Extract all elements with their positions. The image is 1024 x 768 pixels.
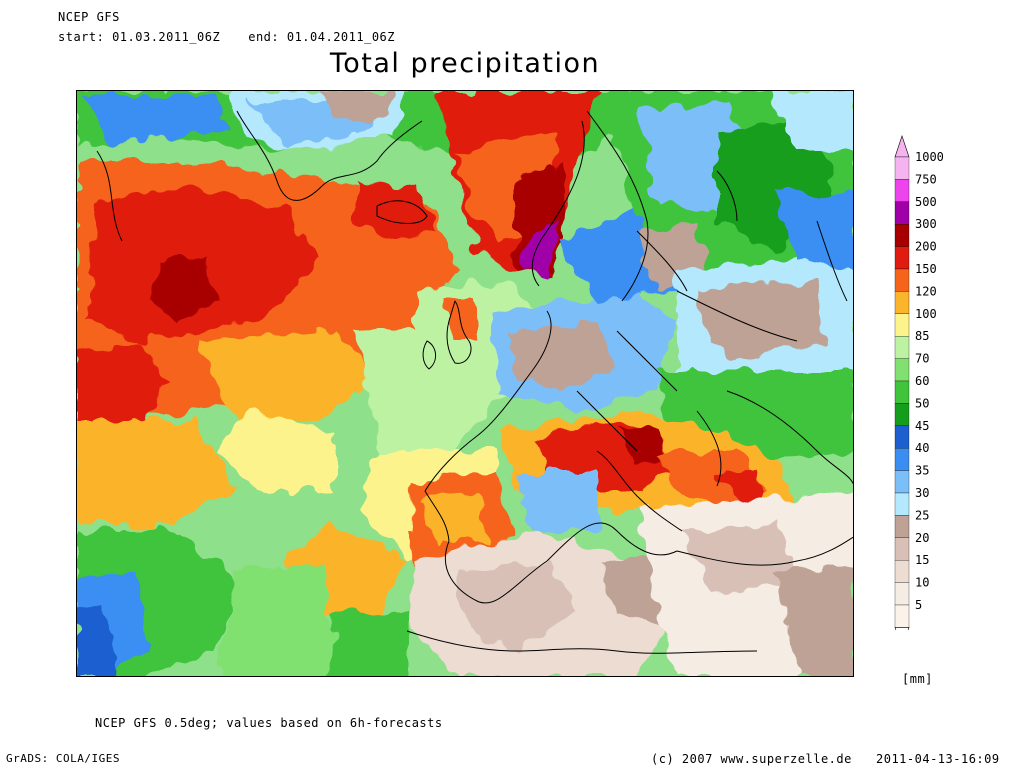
- software-credit: GrADS: COLA/IGES: [6, 752, 120, 765]
- color-legend: 1000 750 500 300 200 150 120 100 85 70 60 50 45 40 35 3…: [894, 135, 944, 630]
- legend-bottom-arrow: [894, 627, 910, 630]
- legend-swatch: [894, 470, 910, 494]
- legend-swatch: [894, 582, 910, 606]
- legend-swatch: [894, 268, 910, 292]
- legend-label: 20: [915, 531, 929, 545]
- legend-swatch: [894, 179, 910, 202]
- legend-swatch: [894, 246, 910, 270]
- precipitation-field: [77, 91, 853, 676]
- legend-label: 300: [915, 217, 937, 231]
- legend-label: 120: [915, 284, 937, 298]
- legend-label: 45: [915, 419, 929, 433]
- legend-swatch: [894, 224, 910, 247]
- legend-label: 500: [915, 195, 937, 209]
- legend-label: 25: [915, 508, 929, 522]
- legend-swatch: [894, 403, 910, 426]
- legend-swatch: [894, 425, 910, 449]
- legend-label: 100: [915, 307, 937, 321]
- legend-swatch: [894, 537, 910, 561]
- legend-swatch: [894, 291, 910, 314]
- legend-swatch: [894, 515, 910, 538]
- generation-timestamp: 2011-04-13-16:09: [876, 752, 1000, 766]
- precip-regions: [77, 91, 853, 676]
- time-range: start: 01.03.2011_06Z end: 01.04.2011_06Z: [58, 30, 395, 44]
- start-time: start: 01.03.2011_06Z: [58, 30, 221, 44]
- legend-label: 60: [915, 374, 929, 388]
- end-time: end: 01.04.2011_06Z: [248, 30, 395, 44]
- legend-swatch: [894, 201, 910, 225]
- legend-label: 1000: [915, 150, 944, 164]
- legend-label: 30: [915, 486, 929, 500]
- source-note: NCEP GFS 0.5deg; values based on 6h-fore…: [95, 716, 443, 730]
- legend-label: 150: [915, 262, 937, 276]
- precipitation-map: [76, 90, 854, 677]
- legend-label: 5: [915, 598, 922, 612]
- legend-label: 40: [915, 441, 929, 455]
- coastlines: [96, 110, 853, 654]
- legend-top-arrow: [894, 135, 910, 158]
- legend-label: 50: [915, 396, 929, 410]
- model-name: NCEP GFS: [58, 10, 120, 24]
- copyright-notice: (c) 2007 www.superzelle.de: [651, 752, 852, 766]
- legend-label: 35: [915, 464, 929, 478]
- legend-label: 750: [915, 172, 937, 186]
- legend-label: 10: [915, 576, 929, 590]
- map-title: Total precipitation: [329, 48, 601, 79]
- legend-swatch: [894, 156, 910, 180]
- legend-label: 70: [915, 352, 929, 366]
- legend-swatch: [894, 336, 910, 359]
- legend-label: 200: [915, 240, 937, 254]
- legend-swatch: [894, 560, 910, 583]
- legend-label: 15: [915, 553, 929, 567]
- legend-label: 85: [915, 329, 929, 343]
- legend-swatch: [894, 492, 910, 516]
- legend-swatch: [894, 380, 910, 404]
- legend-swatch: [894, 313, 910, 337]
- legend-bar: [894, 135, 910, 630]
- legend-unit: [mm]: [902, 672, 933, 686]
- legend-swatch: [894, 448, 910, 471]
- legend-labels: 1000 750 500 300 200 150 120 100 85 70 60 50 45 40 35 3…: [915, 150, 944, 612]
- legend-swatch: [894, 604, 910, 628]
- legend-swatch: [894, 358, 910, 382]
